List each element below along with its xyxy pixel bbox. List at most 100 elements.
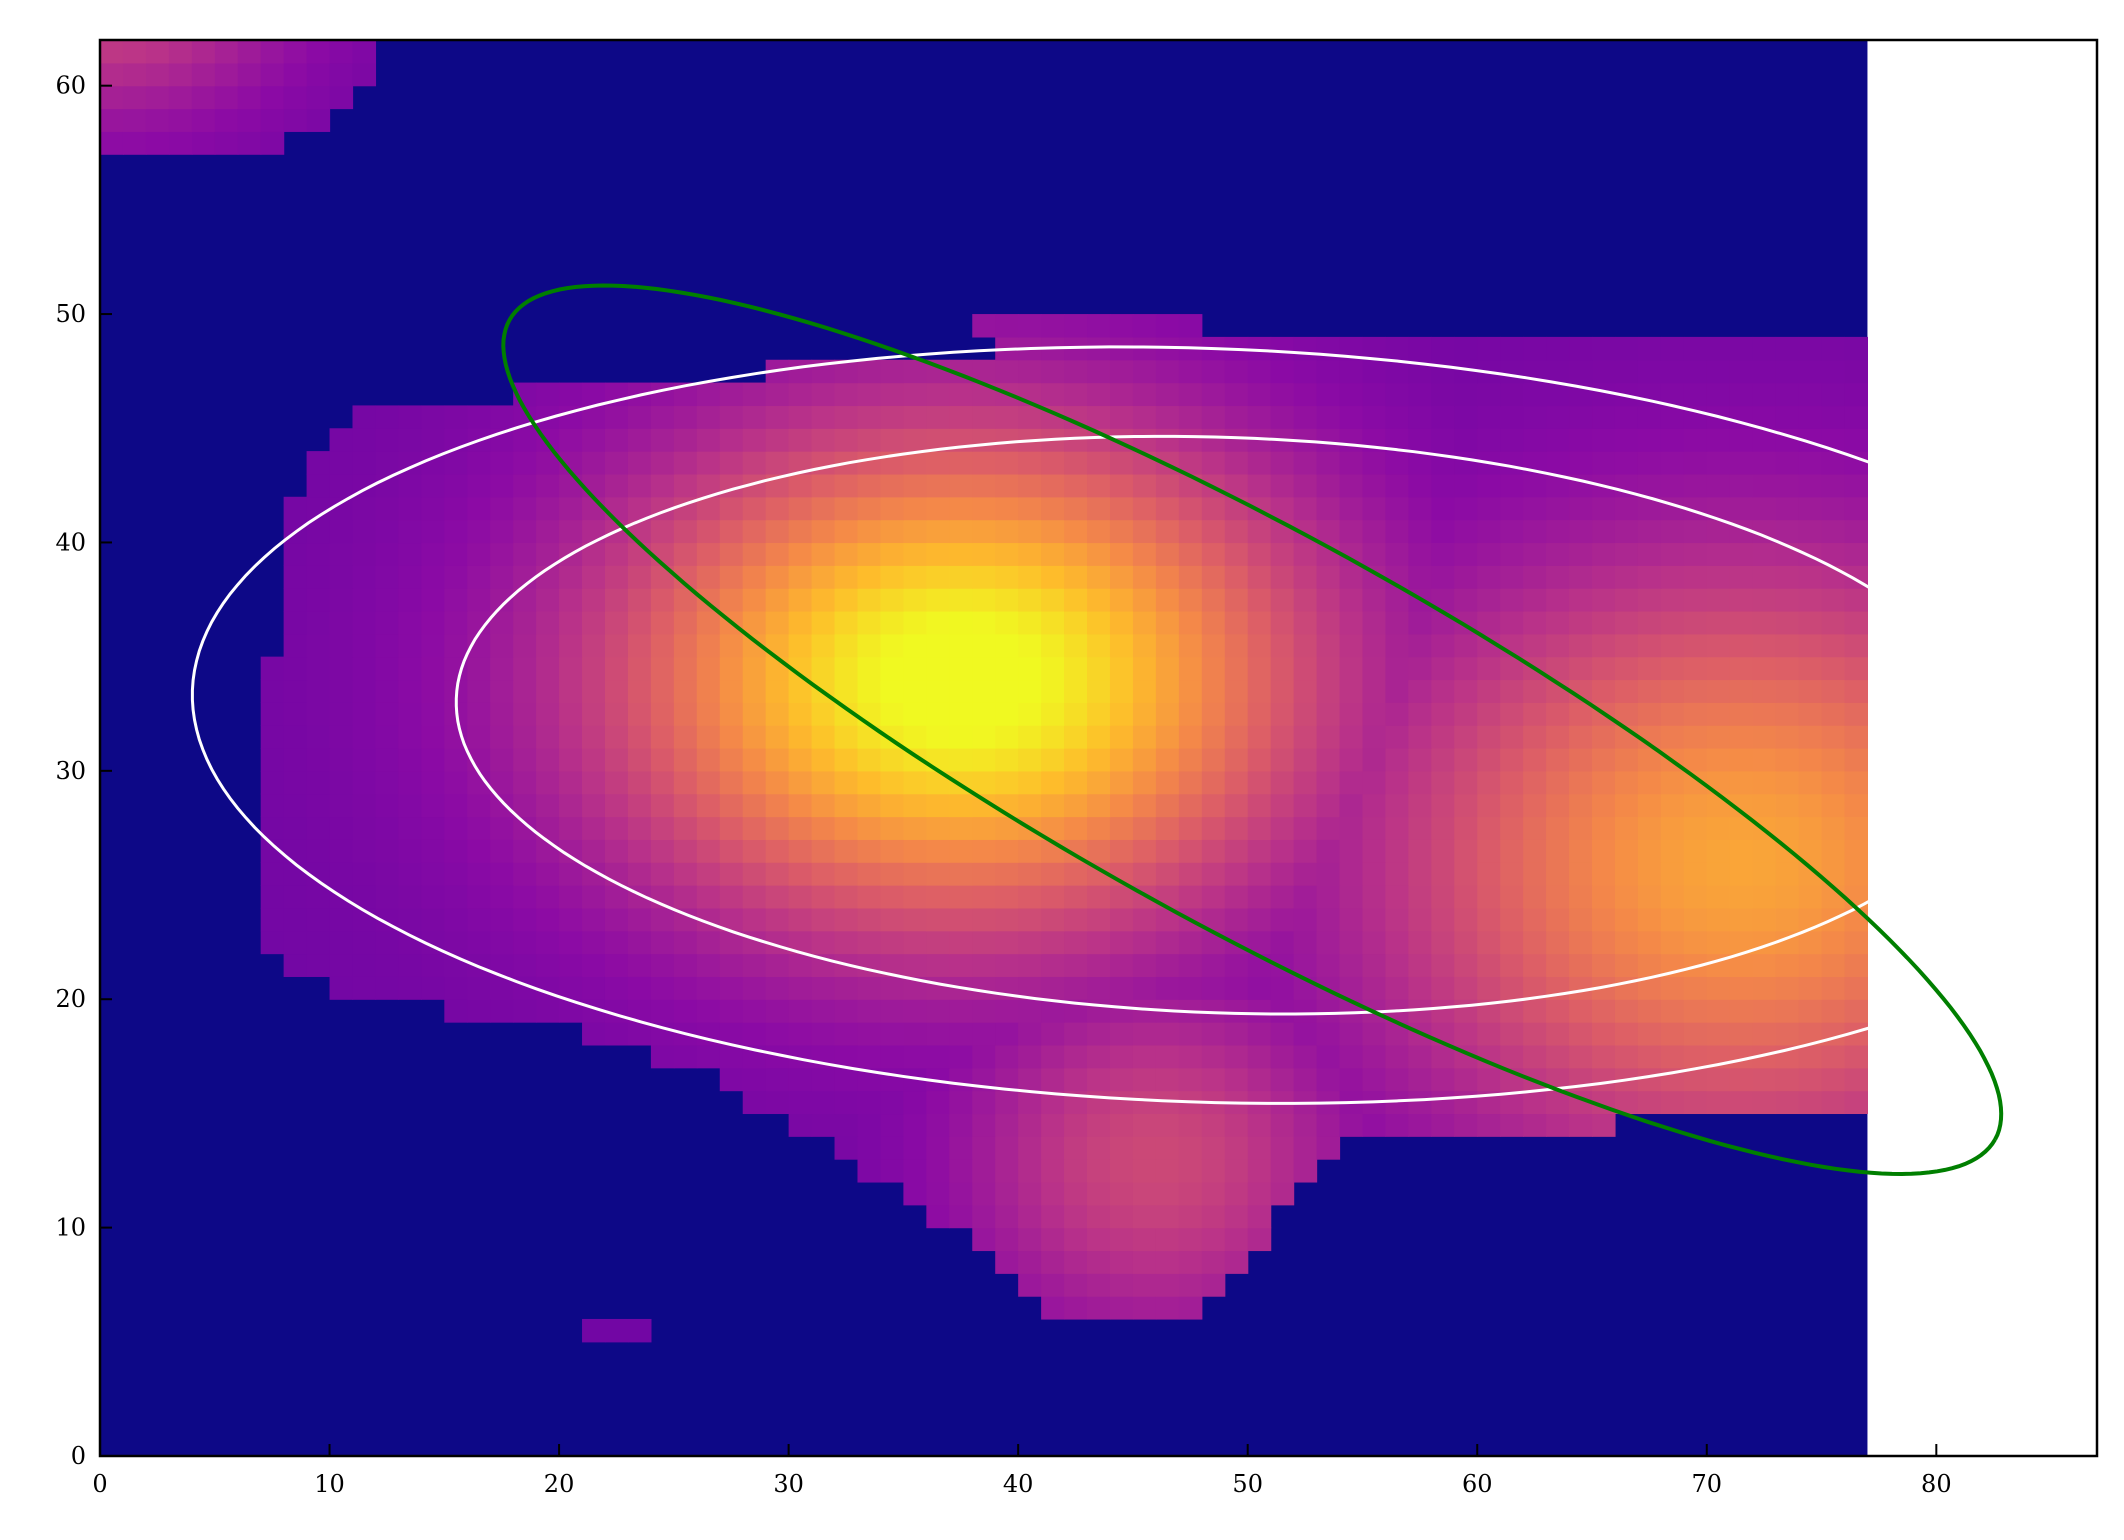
heatmap-cell bbox=[490, 793, 514, 818]
heatmap-cell bbox=[1546, 930, 1570, 955]
heatmap-cell bbox=[1041, 907, 1065, 932]
heatmap-cell bbox=[811, 885, 836, 909]
heatmap-cell bbox=[788, 793, 813, 818]
heatmap-cell bbox=[467, 565, 491, 589]
heatmap-cell bbox=[1660, 633, 1685, 658]
heatmap-cell bbox=[1041, 702, 1065, 726]
heatmap-cell bbox=[926, 473, 950, 498]
heatmap-cell bbox=[788, 816, 813, 840]
heatmap-cell bbox=[1362, 405, 1387, 429]
heatmap-cell bbox=[1018, 405, 1042, 429]
heatmap-cell bbox=[1431, 496, 1455, 521]
heatmap-cell bbox=[742, 1022, 767, 1046]
heatmap-cell bbox=[926, 405, 950, 429]
heatmap-cell bbox=[627, 839, 652, 863]
heatmap-cell bbox=[1247, 862, 1272, 886]
heatmap-cell bbox=[1247, 770, 1272, 795]
heatmap-cell bbox=[421, 473, 445, 498]
heatmap-cell bbox=[1132, 839, 1157, 863]
heatmap-cell bbox=[627, 770, 652, 795]
heatmap-cell bbox=[352, 542, 377, 566]
heatmap-cell bbox=[398, 633, 422, 658]
heatmap-cell bbox=[1293, 930, 1318, 955]
heatmap-cell bbox=[1270, 1022, 1295, 1046]
heatmap-cell bbox=[1614, 999, 1639, 1023]
heatmap-cell bbox=[742, 999, 767, 1023]
heatmap-cell bbox=[1339, 382, 1364, 407]
heatmap-cell bbox=[1706, 565, 1731, 589]
heatmap-cell bbox=[949, 1090, 973, 1115]
heatmap-cell bbox=[1064, 1113, 1088, 1137]
heatmap-cell bbox=[1132, 1273, 1157, 1297]
heatmap-cell bbox=[375, 451, 400, 475]
heatmap-cell bbox=[972, 405, 996, 429]
heatmap-cell bbox=[490, 976, 514, 1000]
heatmap-cell bbox=[972, 656, 996, 681]
heatmap-cell bbox=[1041, 862, 1065, 886]
heatmap-cell bbox=[1041, 999, 1065, 1023]
x-tick-label: 50 bbox=[1232, 1470, 1263, 1498]
heatmap-cell bbox=[1477, 519, 1501, 544]
heatmap-cell bbox=[834, 405, 859, 429]
heatmap-cell bbox=[1706, 976, 1731, 1000]
heatmap-cell bbox=[1683, 930, 1708, 955]
heatmap-cell bbox=[1018, 1204, 1042, 1229]
heatmap-cell bbox=[903, 702, 927, 726]
heatmap-cell bbox=[375, 428, 400, 452]
heatmap-cell bbox=[811, 565, 836, 589]
heatmap-cell bbox=[1798, 793, 1823, 818]
heatmap-cell bbox=[1247, 1204, 1272, 1229]
heatmap-cell bbox=[1614, 656, 1639, 681]
heatmap-cell bbox=[1064, 793, 1088, 818]
heatmap-cell bbox=[1706, 885, 1731, 909]
heatmap-cell bbox=[1362, 679, 1387, 703]
heatmap-cell bbox=[1454, 862, 1478, 886]
heatmap-cell bbox=[765, 610, 790, 635]
heatmap-cell bbox=[444, 656, 468, 681]
heatmap-cell bbox=[1683, 588, 1708, 612]
heatmap-cell bbox=[1844, 862, 1868, 886]
heatmap-cell bbox=[1546, 519, 1570, 544]
heatmap-cell bbox=[306, 473, 331, 498]
heatmap-cell bbox=[627, 748, 652, 772]
heatmap-cell bbox=[1752, 793, 1777, 818]
heatmap-cell bbox=[1592, 382, 1616, 407]
heatmap-cell bbox=[604, 953, 629, 977]
heatmap-cell bbox=[742, 725, 767, 749]
heatmap-cell bbox=[788, 907, 813, 932]
heatmap-cell bbox=[329, 953, 354, 977]
heatmap-cell bbox=[283, 588, 308, 612]
heatmap-cell bbox=[1201, 519, 1226, 544]
heatmap-cell bbox=[1224, 1044, 1249, 1069]
heatmap-cell bbox=[1408, 542, 1432, 566]
heatmap-cell bbox=[1477, 610, 1501, 635]
heatmap-cell bbox=[857, 565, 882, 589]
heatmap-cell bbox=[880, 702, 904, 726]
heatmap-cell bbox=[168, 40, 193, 64]
heatmap-cell bbox=[1683, 428, 1708, 452]
heatmap-cell bbox=[352, 62, 377, 87]
heatmap-cell bbox=[1408, 1090, 1432, 1115]
heatmap-cell bbox=[1569, 405, 1593, 429]
heatmap-cell bbox=[949, 1204, 973, 1229]
heatmap-cell bbox=[995, 405, 1019, 429]
heatmap-cell bbox=[1385, 885, 1409, 909]
heatmap-cell bbox=[1155, 1181, 1180, 1206]
heatmap-cell bbox=[765, 451, 790, 475]
heatmap-cell bbox=[1270, 382, 1295, 407]
heatmap-cell bbox=[398, 542, 422, 566]
heatmap-cell bbox=[1041, 542, 1065, 566]
heatmap-cell bbox=[306, 770, 331, 795]
heatmap-cell bbox=[1569, 633, 1593, 658]
heatmap-cell bbox=[1523, 542, 1547, 566]
heatmap-cell bbox=[949, 473, 973, 498]
heatmap-cell bbox=[1178, 1227, 1203, 1252]
heatmap-cell bbox=[1729, 588, 1754, 612]
heatmap-cell bbox=[1477, 930, 1501, 955]
heatmap-cell bbox=[995, 702, 1019, 726]
heatmap-cell bbox=[1500, 382, 1524, 407]
heatmap-cell bbox=[834, 885, 859, 909]
heatmap-cell bbox=[1454, 999, 1478, 1023]
heatmap-cell bbox=[1821, 473, 1846, 498]
heatmap-cell bbox=[1018, 1227, 1042, 1252]
